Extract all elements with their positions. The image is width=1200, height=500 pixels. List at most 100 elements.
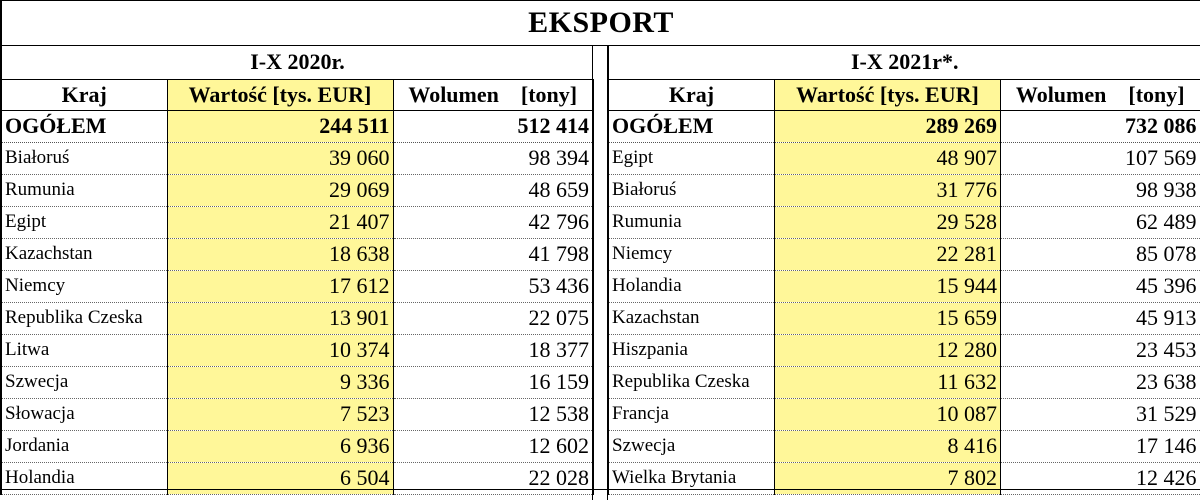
country-cell: Egipt xyxy=(608,142,775,175)
table-row: Republika Czeska 13 901 22 075 xyxy=(1,302,594,335)
country-cell: Niemcy xyxy=(1,270,168,303)
value-cell: 29 528 xyxy=(774,206,1001,239)
column-header-value: Wartość [tys. EUR] xyxy=(167,79,394,111)
value-cell: 8 416 xyxy=(774,430,1001,463)
table-row: Holandia 15 944 45 396 xyxy=(608,270,1200,303)
table-row: Białoruś 31 776 98 938 xyxy=(608,174,1200,207)
value-cell: 9 336 xyxy=(167,366,394,399)
column-header-volume: Wolumen [tony] xyxy=(1000,79,1200,111)
volume-cell: 12 602 xyxy=(393,430,594,463)
value-cell: 10 374 xyxy=(167,334,394,367)
table-row: Jordania 6 936 12 602 xyxy=(1,430,594,463)
value-cell: 15 944 xyxy=(774,270,1001,303)
period-label: I-X 2020r. xyxy=(1,46,593,80)
value-cell: 22 281 xyxy=(774,238,1001,271)
table-title-bar: EKSPORT xyxy=(0,0,1200,46)
country-cell: Szwecja xyxy=(608,430,775,463)
value-cell: 31 776 xyxy=(774,174,1001,207)
panel-divider-right xyxy=(607,46,608,500)
column-header-country: Kraj xyxy=(608,79,775,111)
column-header-row: Kraj Wartość [tys. EUR] Wolumen [tony] xyxy=(608,79,1200,111)
table-row: Republika Czeska 11 632 23 638 xyxy=(608,366,1200,399)
country-cell: Francja xyxy=(608,398,775,431)
value-cell: 39 060 xyxy=(167,142,394,175)
volume-cell: 23 638 xyxy=(1000,366,1200,399)
volume-cell: 22 075 xyxy=(393,302,594,335)
volume-cell: 45 396 xyxy=(1000,270,1200,303)
table-row: Kazachstan 18 638 41 798 xyxy=(1,238,594,271)
table-bottom-border xyxy=(0,489,1200,490)
column-header-volume: Wolumen [tony] xyxy=(393,79,594,111)
volume-cell: 16 159 xyxy=(393,366,594,399)
total-volume: 512 414 xyxy=(393,110,594,143)
table-title: EKSPORT xyxy=(528,6,674,39)
table-row: Białoruś 39 060 98 394 xyxy=(1,142,594,175)
volume-cell: 17 146 xyxy=(1000,430,1200,463)
volume-cell: 48 659 xyxy=(393,174,594,207)
country-cell: Republika Czeska xyxy=(1,302,168,335)
column-header-value: Wartość [tys. EUR] xyxy=(774,79,1001,111)
country-cell: Kazachstan xyxy=(1,238,168,271)
column-header-row: Kraj Wartość [tys. EUR] Wolumen [tony] xyxy=(1,79,594,111)
volume-cell: 41 798 xyxy=(393,238,594,271)
value-cell: 6 936 xyxy=(167,430,394,463)
value-cell: 15 659 xyxy=(774,302,1001,335)
value-cell: 11 632 xyxy=(774,366,1001,399)
volume-cell: 85 078 xyxy=(1000,238,1200,271)
panel-divider-left xyxy=(592,46,593,500)
table-row: Rumunia 29 528 62 489 xyxy=(608,206,1200,239)
table-row: Francja 10 087 31 529 xyxy=(608,398,1200,431)
volume-cell: 31 529 xyxy=(1000,398,1200,431)
table-row: Słowacja 7 523 12 538 xyxy=(1,398,594,431)
total-row: OGÓŁEM 244 511 512 414 xyxy=(1,110,594,143)
country-cell: Kazachstan xyxy=(608,302,775,335)
value-cell: 17 612 xyxy=(167,270,394,303)
country-cell: Holandia xyxy=(608,270,775,303)
country-cell: Szwecja xyxy=(1,366,168,399)
period-header-row: I-X 2020r. xyxy=(1,46,593,80)
table-row: Egipt 48 907 107 569 xyxy=(608,142,1200,175)
value-cell: 7 523 xyxy=(167,398,394,431)
volume-cell: 98 394 xyxy=(393,142,594,175)
table-row: Niemcy 22 281 85 078 xyxy=(608,238,1200,271)
total-label: OGÓŁEM xyxy=(608,110,775,143)
period-label: I-X 2021r*. xyxy=(608,46,1200,80)
country-cell: Litwa xyxy=(1,334,168,367)
volume-cell: 23 453 xyxy=(1000,334,1200,367)
total-label: OGÓŁEM xyxy=(1,110,168,143)
volume-cell: 42 796 xyxy=(393,206,594,239)
country-cell: Białoruś xyxy=(1,142,168,175)
total-volume: 732 086 xyxy=(1000,110,1200,143)
total-value: 289 269 xyxy=(774,110,1001,143)
value-cell: 12 280 xyxy=(774,334,1001,367)
value-cell: 29 069 xyxy=(167,174,394,207)
total-value: 244 511 xyxy=(167,110,394,143)
table-row: Egipt 21 407 42 796 xyxy=(1,206,594,239)
value-cell: 48 907 xyxy=(774,142,1001,175)
table-row: Litwa 10 374 18 377 xyxy=(1,334,594,367)
country-cell: Białoruś xyxy=(608,174,775,207)
country-cell: Egipt xyxy=(1,206,168,239)
country-cell: Niemcy xyxy=(608,238,775,271)
volume-cell: 45 913 xyxy=(1000,302,1200,335)
table-row: Rumunia 29 069 48 659 xyxy=(1,174,594,207)
table-row: Szwecja 8 416 17 146 xyxy=(608,430,1200,463)
volume-cell: 18 377 xyxy=(393,334,594,367)
total-row: OGÓŁEM 289 269 732 086 xyxy=(608,110,1200,143)
volume-cell: 53 436 xyxy=(393,270,594,303)
value-cell: 10 087 xyxy=(774,398,1001,431)
volume-cell: 12 538 xyxy=(393,398,594,431)
value-cell: 21 407 xyxy=(167,206,394,239)
volume-cell: 62 489 xyxy=(1000,206,1200,239)
export-table-2021: I-X 2021r*. Kraj Wartość [tys. EUR] Wolu… xyxy=(608,46,1200,495)
volume-cell: 98 938 xyxy=(1000,174,1200,207)
column-header-country: Kraj xyxy=(1,79,168,111)
volume-cell: 107 569 xyxy=(1000,142,1200,175)
country-cell: Hiszpania xyxy=(608,334,775,367)
export-table-2020: I-X 2020r. Kraj Wartość [tys. EUR] Wolum… xyxy=(0,46,594,495)
table-row: Niemcy 17 612 53 436 xyxy=(1,270,594,303)
value-cell: 13 901 xyxy=(167,302,394,335)
table-row: Hiszpania 12 280 23 453 xyxy=(608,334,1200,367)
country-cell: Republika Czeska xyxy=(608,366,775,399)
country-cell: Rumunia xyxy=(608,206,775,239)
